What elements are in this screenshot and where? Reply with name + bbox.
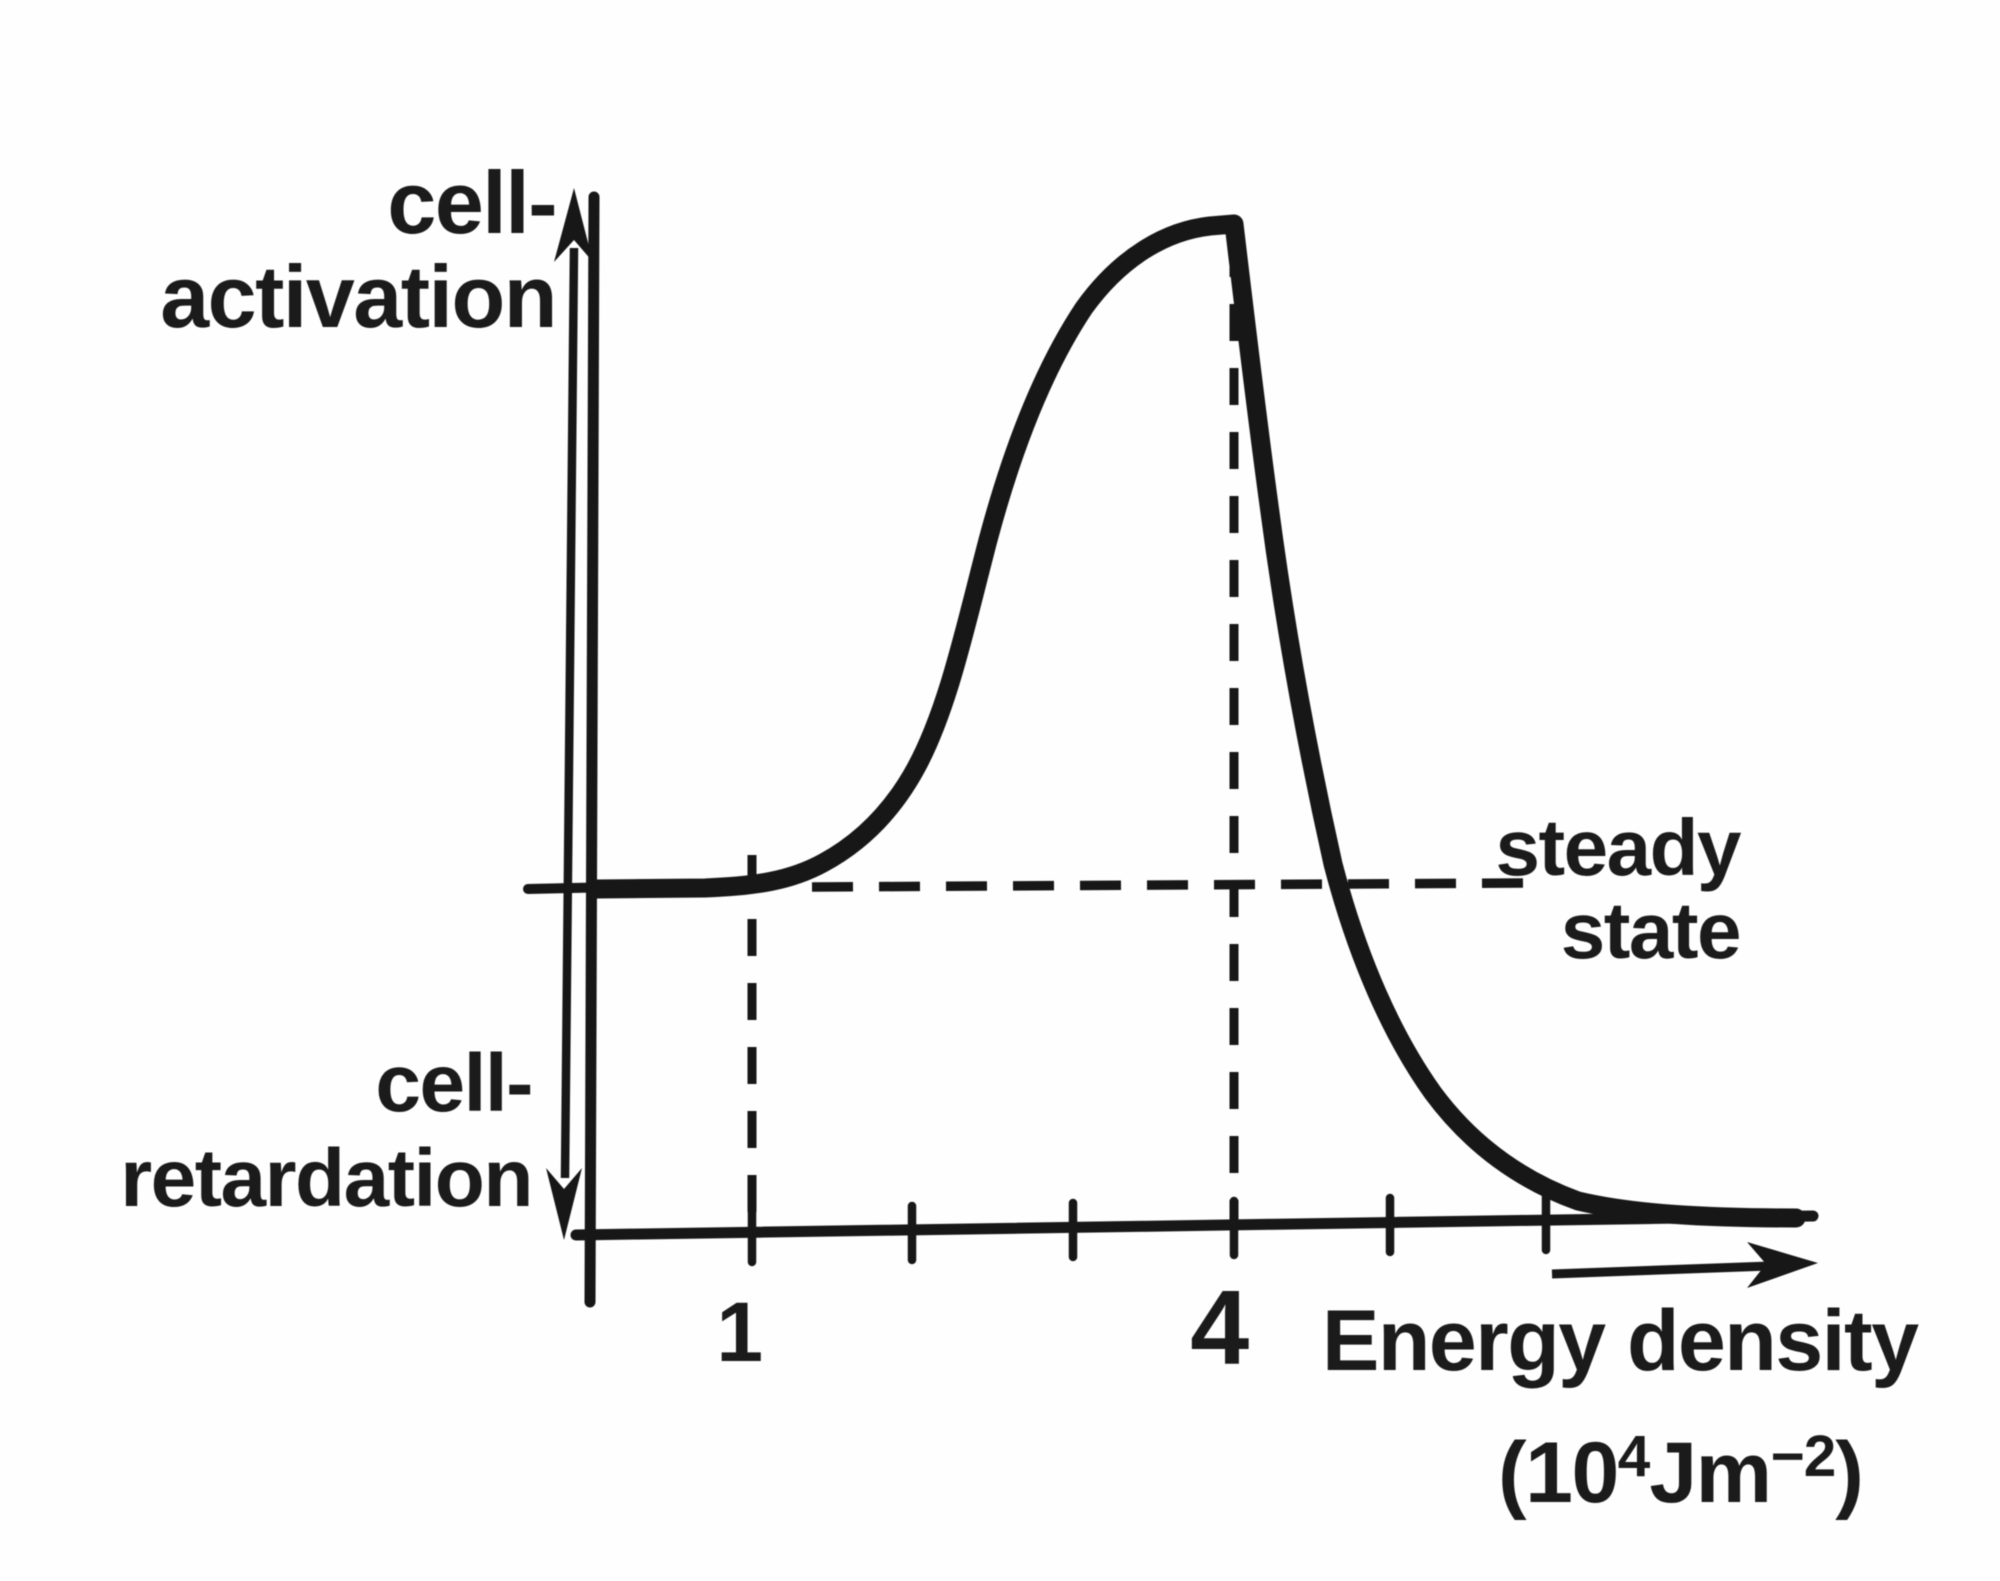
x-arrowhead-right-icon xyxy=(1747,1242,1818,1288)
x-axis-unit: (104Jm−2) xyxy=(1498,1423,1864,1523)
unit-negative-exponent: −2 xyxy=(1770,1423,1837,1489)
response-curve xyxy=(587,214,1806,1228)
x-axis-title: Energy density xyxy=(1322,1293,1919,1389)
y-double-arrow-shaft xyxy=(560,247,579,1179)
y-arrowhead-down-icon xyxy=(546,1168,582,1240)
y-axis-label-bottom: cell- retardation xyxy=(120,1036,533,1226)
unit-open: (10 xyxy=(1498,1425,1619,1521)
y-axis-label-top-line2: activation xyxy=(160,247,557,346)
steady-state-annotation: steady state xyxy=(1495,803,1742,975)
steady-state-dashed-line xyxy=(811,878,1533,892)
y-axis-label-bottom-line2: retardation xyxy=(120,1133,533,1224)
x-direction-arrow-shaft xyxy=(1551,1261,1771,1279)
y-arrowhead-up-icon xyxy=(554,188,593,262)
x-tick-label-4: 4 xyxy=(1190,1269,1249,1387)
y-axis-line xyxy=(584,191,600,1308)
x-axis-line xyxy=(570,1210,1819,1241)
x-tick-label-1: 1 xyxy=(716,1285,763,1379)
y-axis-label-top: cell- activation xyxy=(160,153,557,346)
y-axis-label-top-line1: cell- xyxy=(387,153,557,252)
steady-state-line1: steady xyxy=(1495,803,1742,892)
unit-mid: Jm xyxy=(1649,1425,1772,1521)
unit-exponent: 4 xyxy=(1617,1423,1651,1489)
y-axis-label-bottom-line1: cell- xyxy=(375,1038,533,1129)
unit-close: ) xyxy=(1835,1425,1864,1521)
steady-state-line2: state xyxy=(1560,886,1742,975)
